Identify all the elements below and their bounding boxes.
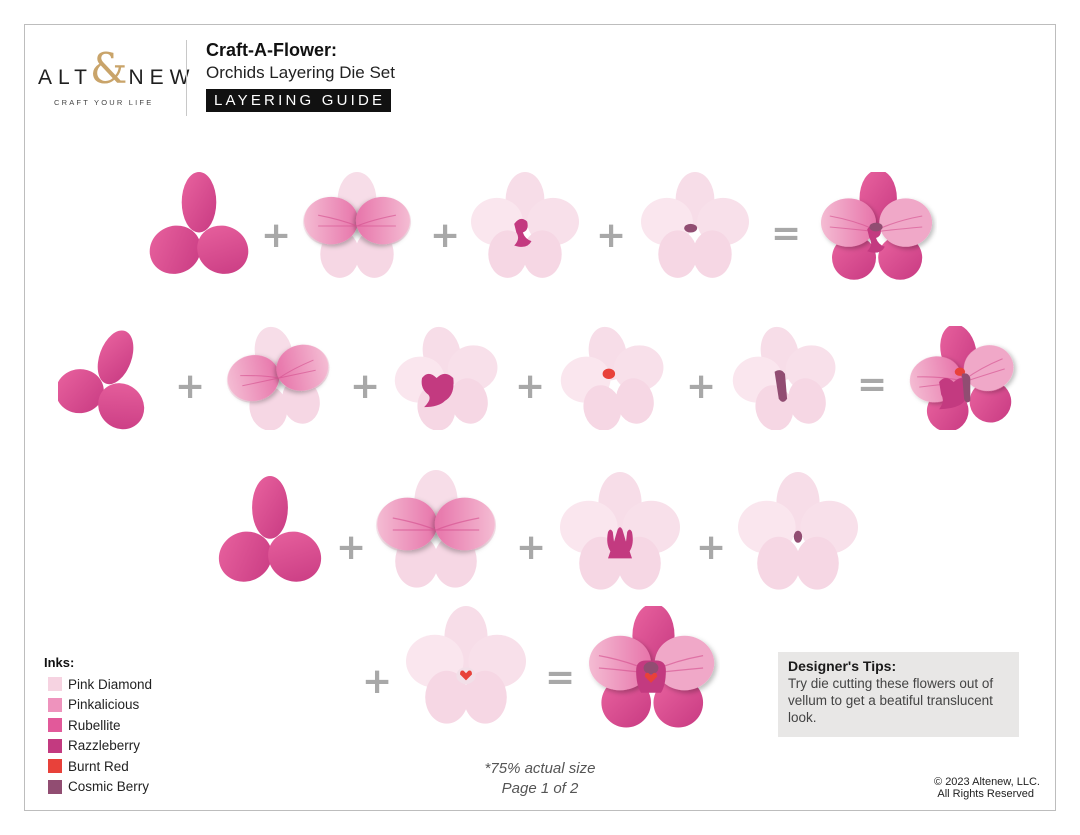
equals-icon: = [857, 364, 888, 405]
inks-legend: Inks: Pink Diamond Pinkalicious Rubellit… [44, 655, 152, 797]
ink-swatch [48, 738, 62, 753]
scale-note: *75% actual size [484, 760, 596, 777]
logo-ampersand-icon: & [90, 44, 128, 93]
copyright-line: © 2023 Altenew, LLC. [934, 776, 1040, 788]
ink-swatch [48, 677, 62, 692]
rights-line: All Rights Reserved [937, 788, 1034, 800]
orchid-1-layer-1-base-petals [145, 172, 253, 280]
orchid-2-layer-3-lip [386, 326, 508, 430]
plus-icon: + [516, 527, 547, 568]
ink-item-pink-diamond: Pink Diamond [48, 674, 152, 695]
ink-item-burnt-red: Burnt Red [48, 756, 152, 777]
page-number: Page 1 of 2 [501, 780, 579, 797]
plus-icon: + [350, 366, 381, 407]
plus-icon: + [696, 527, 727, 568]
ink-label: Razzleberry [68, 738, 141, 754]
page-title: Craft-A-Flower: [206, 40, 337, 60]
orchid-3-layer-4-column [738, 472, 858, 590]
plus-icon: + [261, 215, 292, 256]
ink-label: Pinkalicious [68, 697, 140, 713]
copyright: © 2023 Altenew, LLC. All Rights Reserved [910, 776, 1040, 800]
layering-guide-badge: LAYERING GUIDE [206, 89, 392, 112]
ink-label: Rubellite [68, 717, 121, 733]
designers-tips-box: Designer's Tips: Try die cutting these f… [778, 652, 1019, 737]
inks-title: Inks: [44, 655, 75, 670]
ink-swatch [48, 718, 62, 733]
orchid-1-result [815, 172, 937, 282]
tips-title: Designer's Tips: [788, 658, 897, 674]
ink-label: Cosmic Berry [68, 779, 150, 795]
plus-icon: + [596, 215, 627, 256]
orchid-2-layer-1-base-petals [58, 326, 158, 430]
orchid-2-layer-2-side-petals [218, 326, 340, 430]
ink-swatch [48, 779, 62, 794]
equals-icon: = [545, 657, 576, 698]
ink-label: Burnt Red [68, 758, 129, 774]
ink-item-razzleberry: Razzleberry [48, 736, 152, 757]
orchid-1-layer-3-lip [471, 172, 579, 278]
orchid-1-layer-2-side-petals [303, 172, 411, 278]
ink-swatch [48, 697, 62, 712]
plus-icon: + [336, 527, 367, 568]
ink-item-cosmic-berry: Cosmic Berry [48, 777, 152, 798]
footer-note: *75% actual size Page 1 of 2 [460, 759, 620, 799]
plus-icon: + [175, 366, 206, 407]
orchid-2-layer-4-burnt-red-center [552, 326, 674, 430]
header-divider [186, 40, 187, 116]
plus-icon: + [686, 366, 717, 407]
plus-icon: + [362, 661, 393, 702]
orchid-2-layer-5-column [724, 326, 846, 430]
altenew-logo: ALT NEW & CRAFT YOUR LIFE [38, 44, 196, 113]
plus-icon: + [515, 366, 546, 407]
orchid-3-layer-2-side-petals [376, 470, 496, 588]
ink-item-pinkalicious: Pinkalicious [48, 695, 152, 716]
tips-body: Try die cutting these flowers out of vel… [788, 676, 994, 725]
equals-icon: = [771, 213, 802, 254]
plus-icon: + [430, 215, 461, 256]
orchid-1-layer-4-column [641, 172, 749, 278]
logo-wordmark: ALT NEW [38, 66, 196, 89]
logo-tagline: CRAFT YOUR LIFE [54, 98, 154, 107]
orchid-2-result [900, 326, 1024, 430]
page-subtitle: Orchids Layering Die Set [206, 63, 395, 82]
ink-label: Pink Diamond [68, 676, 153, 692]
orchid-3-layer-1-base-petals [214, 476, 326, 591]
ink-swatch [48, 759, 62, 774]
orchid-3-layer-5-burnt-red-heart [406, 606, 526, 724]
ink-item-rubellite: Rubellite [48, 715, 152, 736]
orchid-3-result [582, 606, 720, 730]
orchid-3-layer-3-lip [560, 472, 680, 590]
